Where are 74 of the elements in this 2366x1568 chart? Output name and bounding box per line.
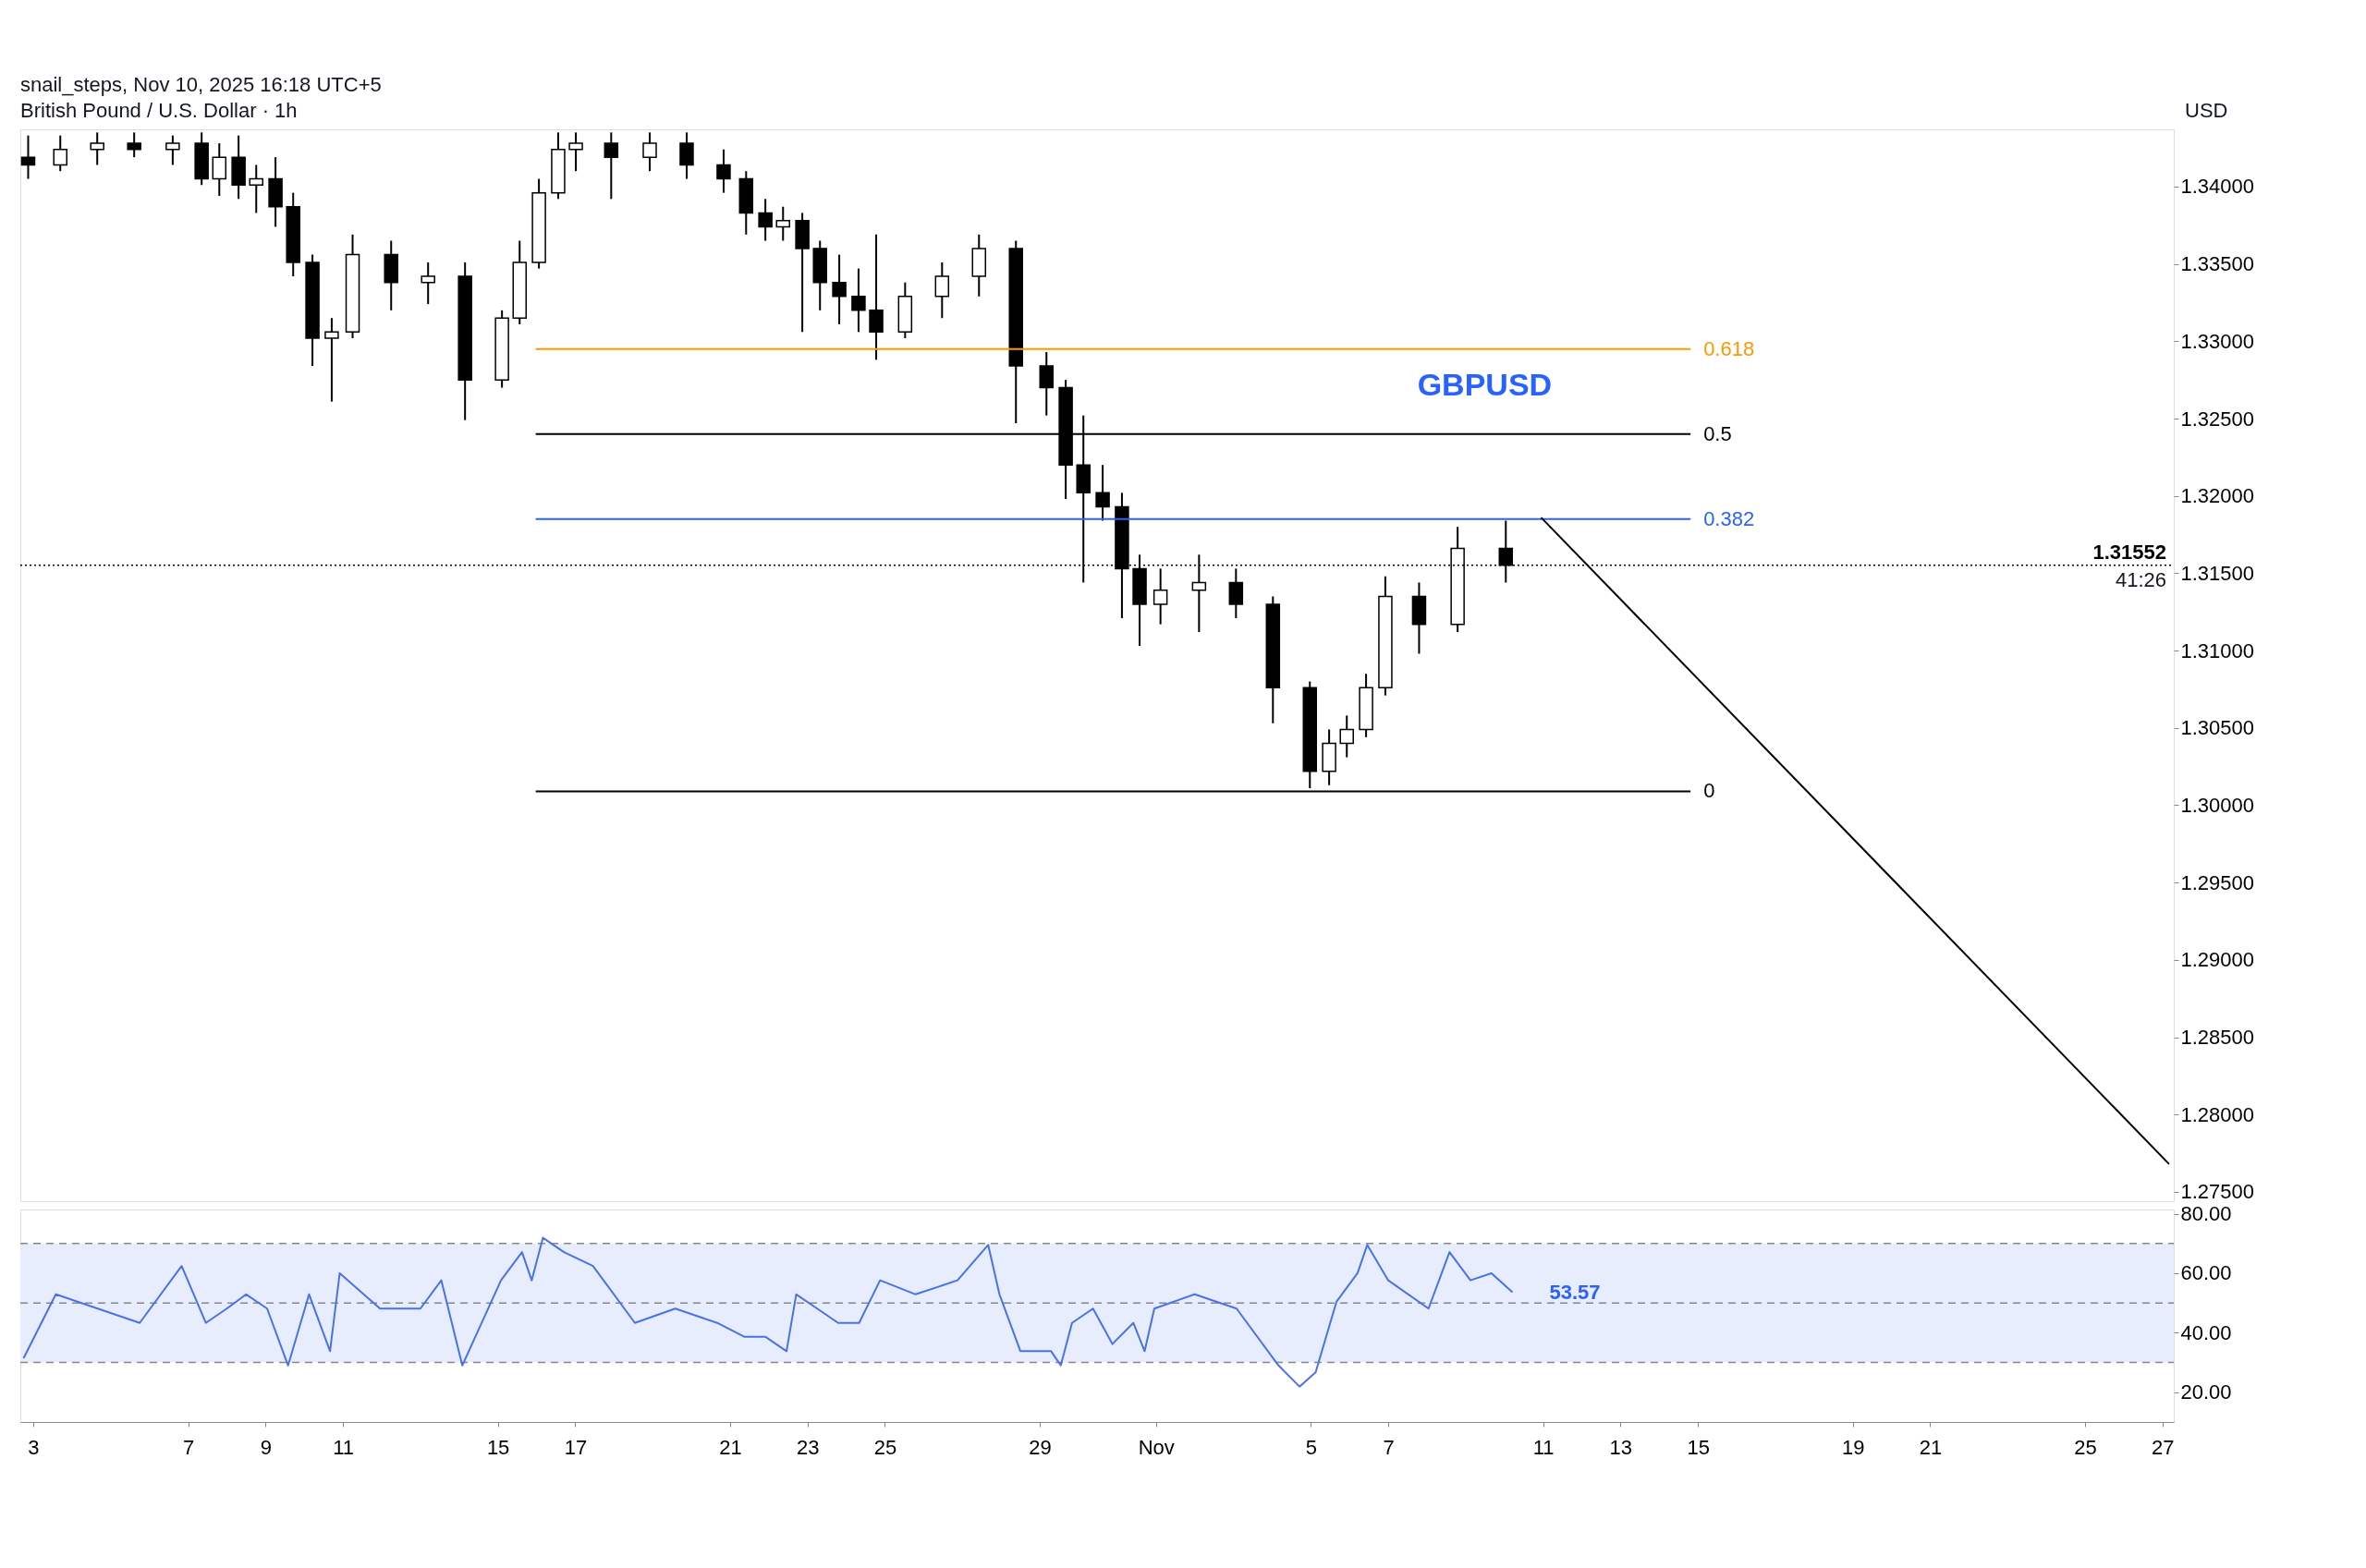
x-tick-label: 5 (1305, 1435, 1317, 1459)
x-tick-label: 7 (1383, 1435, 1395, 1459)
x-tick-label: 19 (1841, 1435, 1865, 1459)
candlestick (758, 198, 773, 242)
x-tick-label: 11 (1532, 1435, 1555, 1459)
candlestick (642, 131, 657, 173)
candlestick (249, 164, 263, 214)
candlestick (1039, 351, 1055, 417)
x-tick-label: 23 (796, 1435, 820, 1459)
series-label: 0.5 (1703, 421, 1732, 445)
y-tick-label: 1.28500 (2180, 1026, 2255, 1050)
x-tick-label: 29 (1029, 1435, 1052, 1459)
x-tick-label: 9 (260, 1435, 272, 1459)
x-tick-label: Nov (1138, 1435, 1175, 1459)
x-tick-label: 21 (719, 1435, 742, 1459)
candlestick (324, 317, 339, 403)
x-tick-label: 15 (1687, 1435, 1710, 1459)
candlestick (934, 261, 950, 320)
y-tick-label: 1.27500 (2180, 1180, 2255, 1204)
y-tick-label: 1.32500 (2180, 407, 2255, 431)
x-tick-label: 13 (1609, 1435, 1633, 1459)
candlestick (716, 148, 731, 194)
y-axis-title: USD (2185, 99, 2228, 122)
line-series (22, 1236, 1514, 1388)
candlestick (775, 205, 790, 242)
candlestick (127, 131, 141, 159)
annotation: 41:26 (2115, 567, 2166, 591)
y-tick-label: 80.00 (2180, 1202, 2232, 1226)
annotation: 53.57 (1549, 1280, 1601, 1304)
x-tick-label: 27 (2152, 1435, 2175, 1459)
x-tick-label: 11 (333, 1435, 354, 1459)
y-tick-label: 1.28000 (2180, 1102, 2255, 1126)
y-tick-label: 1.30500 (2180, 716, 2255, 740)
candlestick (832, 253, 847, 325)
candlestick (421, 261, 435, 306)
chart-title: British Pound / U.S. Dollar · 1h (20, 99, 298, 122)
candlestick (1339, 714, 1354, 759)
text: snail_steps, Nov 10, 2025 16:18 UTC+5 (20, 73, 382, 96)
candlestick (568, 131, 583, 173)
y-tick-label: 60.00 (2180, 1261, 2232, 1285)
x-tick-label: 3 (28, 1435, 40, 1459)
x-tick-label: 21 (1919, 1435, 1943, 1459)
y-tick-label: 1.29000 (2180, 948, 2255, 972)
candlestick (869, 233, 884, 361)
y-tick-label: 1.31000 (2180, 638, 2255, 662)
x-tick-label: 25 (2074, 1435, 2097, 1459)
series-label: 0 (1703, 779, 1715, 803)
y-tick-label: 1.30000 (2180, 793, 2255, 817)
x-tick-label: 15 (486, 1435, 510, 1459)
ref-line-label: 1.31552 (2092, 540, 2166, 564)
y-tick-label: 1.33000 (2180, 329, 2255, 353)
candlestick (90, 131, 104, 166)
candlestick (53, 134, 67, 173)
candlestick (20, 134, 36, 180)
candlestick (165, 134, 180, 166)
candlestick (679, 131, 694, 180)
candlestick (212, 142, 227, 197)
y-tick-label: 1.33500 (2180, 252, 2255, 276)
y-tick-label: 1.31500 (2180, 561, 2255, 585)
candlestick (604, 131, 619, 201)
x-tick-label: 7 (182, 1435, 195, 1459)
x-tick-label: 17 (564, 1435, 588, 1459)
candlestick (1228, 567, 1244, 619)
annotation: GBPUSD (1417, 367, 1553, 403)
y-tick-label: 1.29500 (2180, 870, 2255, 894)
candlestick (851, 267, 866, 334)
y-tick-label: 1.34000 (2180, 175, 2255, 199)
y-tick-label: 20.00 (2180, 1380, 2232, 1404)
y-tick-label: 1.32000 (2180, 484, 2255, 508)
x-tick-label: 25 (873, 1435, 897, 1459)
series-label: 0.382 (1703, 506, 1755, 530)
series-label: 0.618 (1703, 336, 1755, 360)
y-tick-label: 40.00 (2180, 1320, 2232, 1344)
candlestick (1153, 567, 1168, 626)
